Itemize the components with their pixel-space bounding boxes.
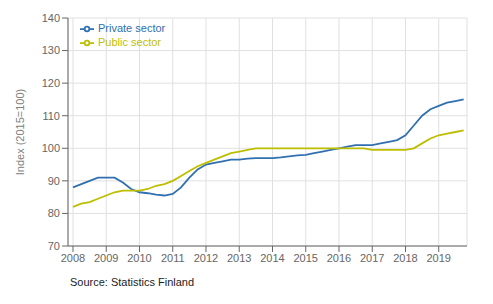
html-text:Private sector: Private sector: [98, 22, 166, 34]
svg-text:2010: 2010: [127, 252, 151, 264]
svg-text:70: 70: [48, 240, 60, 252]
svg-text:110: 110: [42, 110, 60, 122]
svg-text:Index (2015=100): Index (2015=100): [14, 89, 26, 176]
svg-text:2008: 2008: [61, 252, 85, 264]
svg-text:2014: 2014: [260, 252, 284, 264]
svg-text:90: 90: [48, 175, 60, 187]
svg-text:2013: 2013: [227, 252, 251, 264]
svg-text:80: 80: [48, 207, 60, 219]
svg-text:2015: 2015: [293, 252, 317, 264]
svg-text:2019: 2019: [426, 252, 450, 264]
html-text:Public sector: Public sector: [98, 36, 161, 49]
svg-text:100: 100: [42, 142, 60, 154]
svg-text:2011: 2011: [161, 252, 185, 264]
svg-text:2009: 2009: [94, 252, 118, 264]
svg-text:140: 140: [42, 12, 60, 24]
svg-text:120: 120: [42, 77, 60, 89]
svg-text:2018: 2018: [393, 252, 417, 264]
svg-text:2012: 2012: [194, 252, 218, 264]
svg-text:130: 130: [42, 44, 60, 56]
svg-text:2016: 2016: [327, 252, 351, 264]
svg-text:2017: 2017: [360, 252, 384, 264]
html-text:Source: Statistics Finland: Source: Statistics Finland: [70, 276, 195, 288]
